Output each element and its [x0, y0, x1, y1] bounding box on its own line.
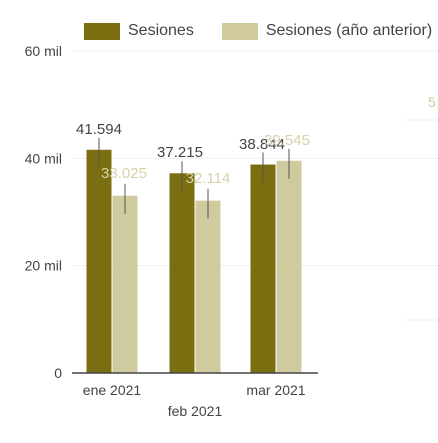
bar-sesiones-anterior-0 [112, 195, 138, 373]
x-tick-label: ene 2021 [83, 382, 142, 398]
legend-item-sesiones-anterior[interactable]: Sesiones (año anterior) [221, 22, 433, 40]
bar-sesiones-0 [86, 149, 112, 373]
legend-item-sesiones[interactable]: Sesiones [84, 22, 194, 40]
bar-sesiones-2 [250, 164, 276, 373]
y-tick-label: 0 [54, 365, 62, 381]
legend: Sesiones Sesiones (año anterior) [84, 22, 432, 40]
legend-label-sesiones-anterior: Sesiones (año anterior) [265, 22, 433, 39]
legend-swatch-sesiones [84, 22, 120, 40]
bar-sesiones-1 [169, 173, 195, 373]
data-label-sesiones-2: 38.844 [239, 136, 285, 153]
edge-fragment-label: 5 [428, 94, 436, 110]
legend-label-sesiones: Sesiones [128, 22, 194, 39]
data-label-sesiones-anterior-0: 33.025 [101, 165, 147, 182]
legend-swatch-sesiones-anterior [221, 22, 258, 40]
y-tick-label: 60 mil [25, 43, 62, 59]
y-tick-label: 20 mil [25, 258, 62, 274]
data-label-sesiones-anterior-2: 39.545 [264, 132, 310, 149]
data-label-sesiones-anterior-1: 32.114 [186, 170, 231, 187]
bar-sesiones-anterior-2 [276, 160, 302, 373]
x-tick-label: mar 2021 [246, 382, 305, 398]
data-label-sesiones-0: 41.594 [76, 121, 122, 138]
x-tick-label: feb 2021 [168, 403, 223, 419]
y-tick-label: 40 mil [25, 150, 62, 166]
data-label-sesiones-1: 37.215 [157, 144, 203, 161]
bar-sesiones-anterior-1 [195, 200, 221, 373]
